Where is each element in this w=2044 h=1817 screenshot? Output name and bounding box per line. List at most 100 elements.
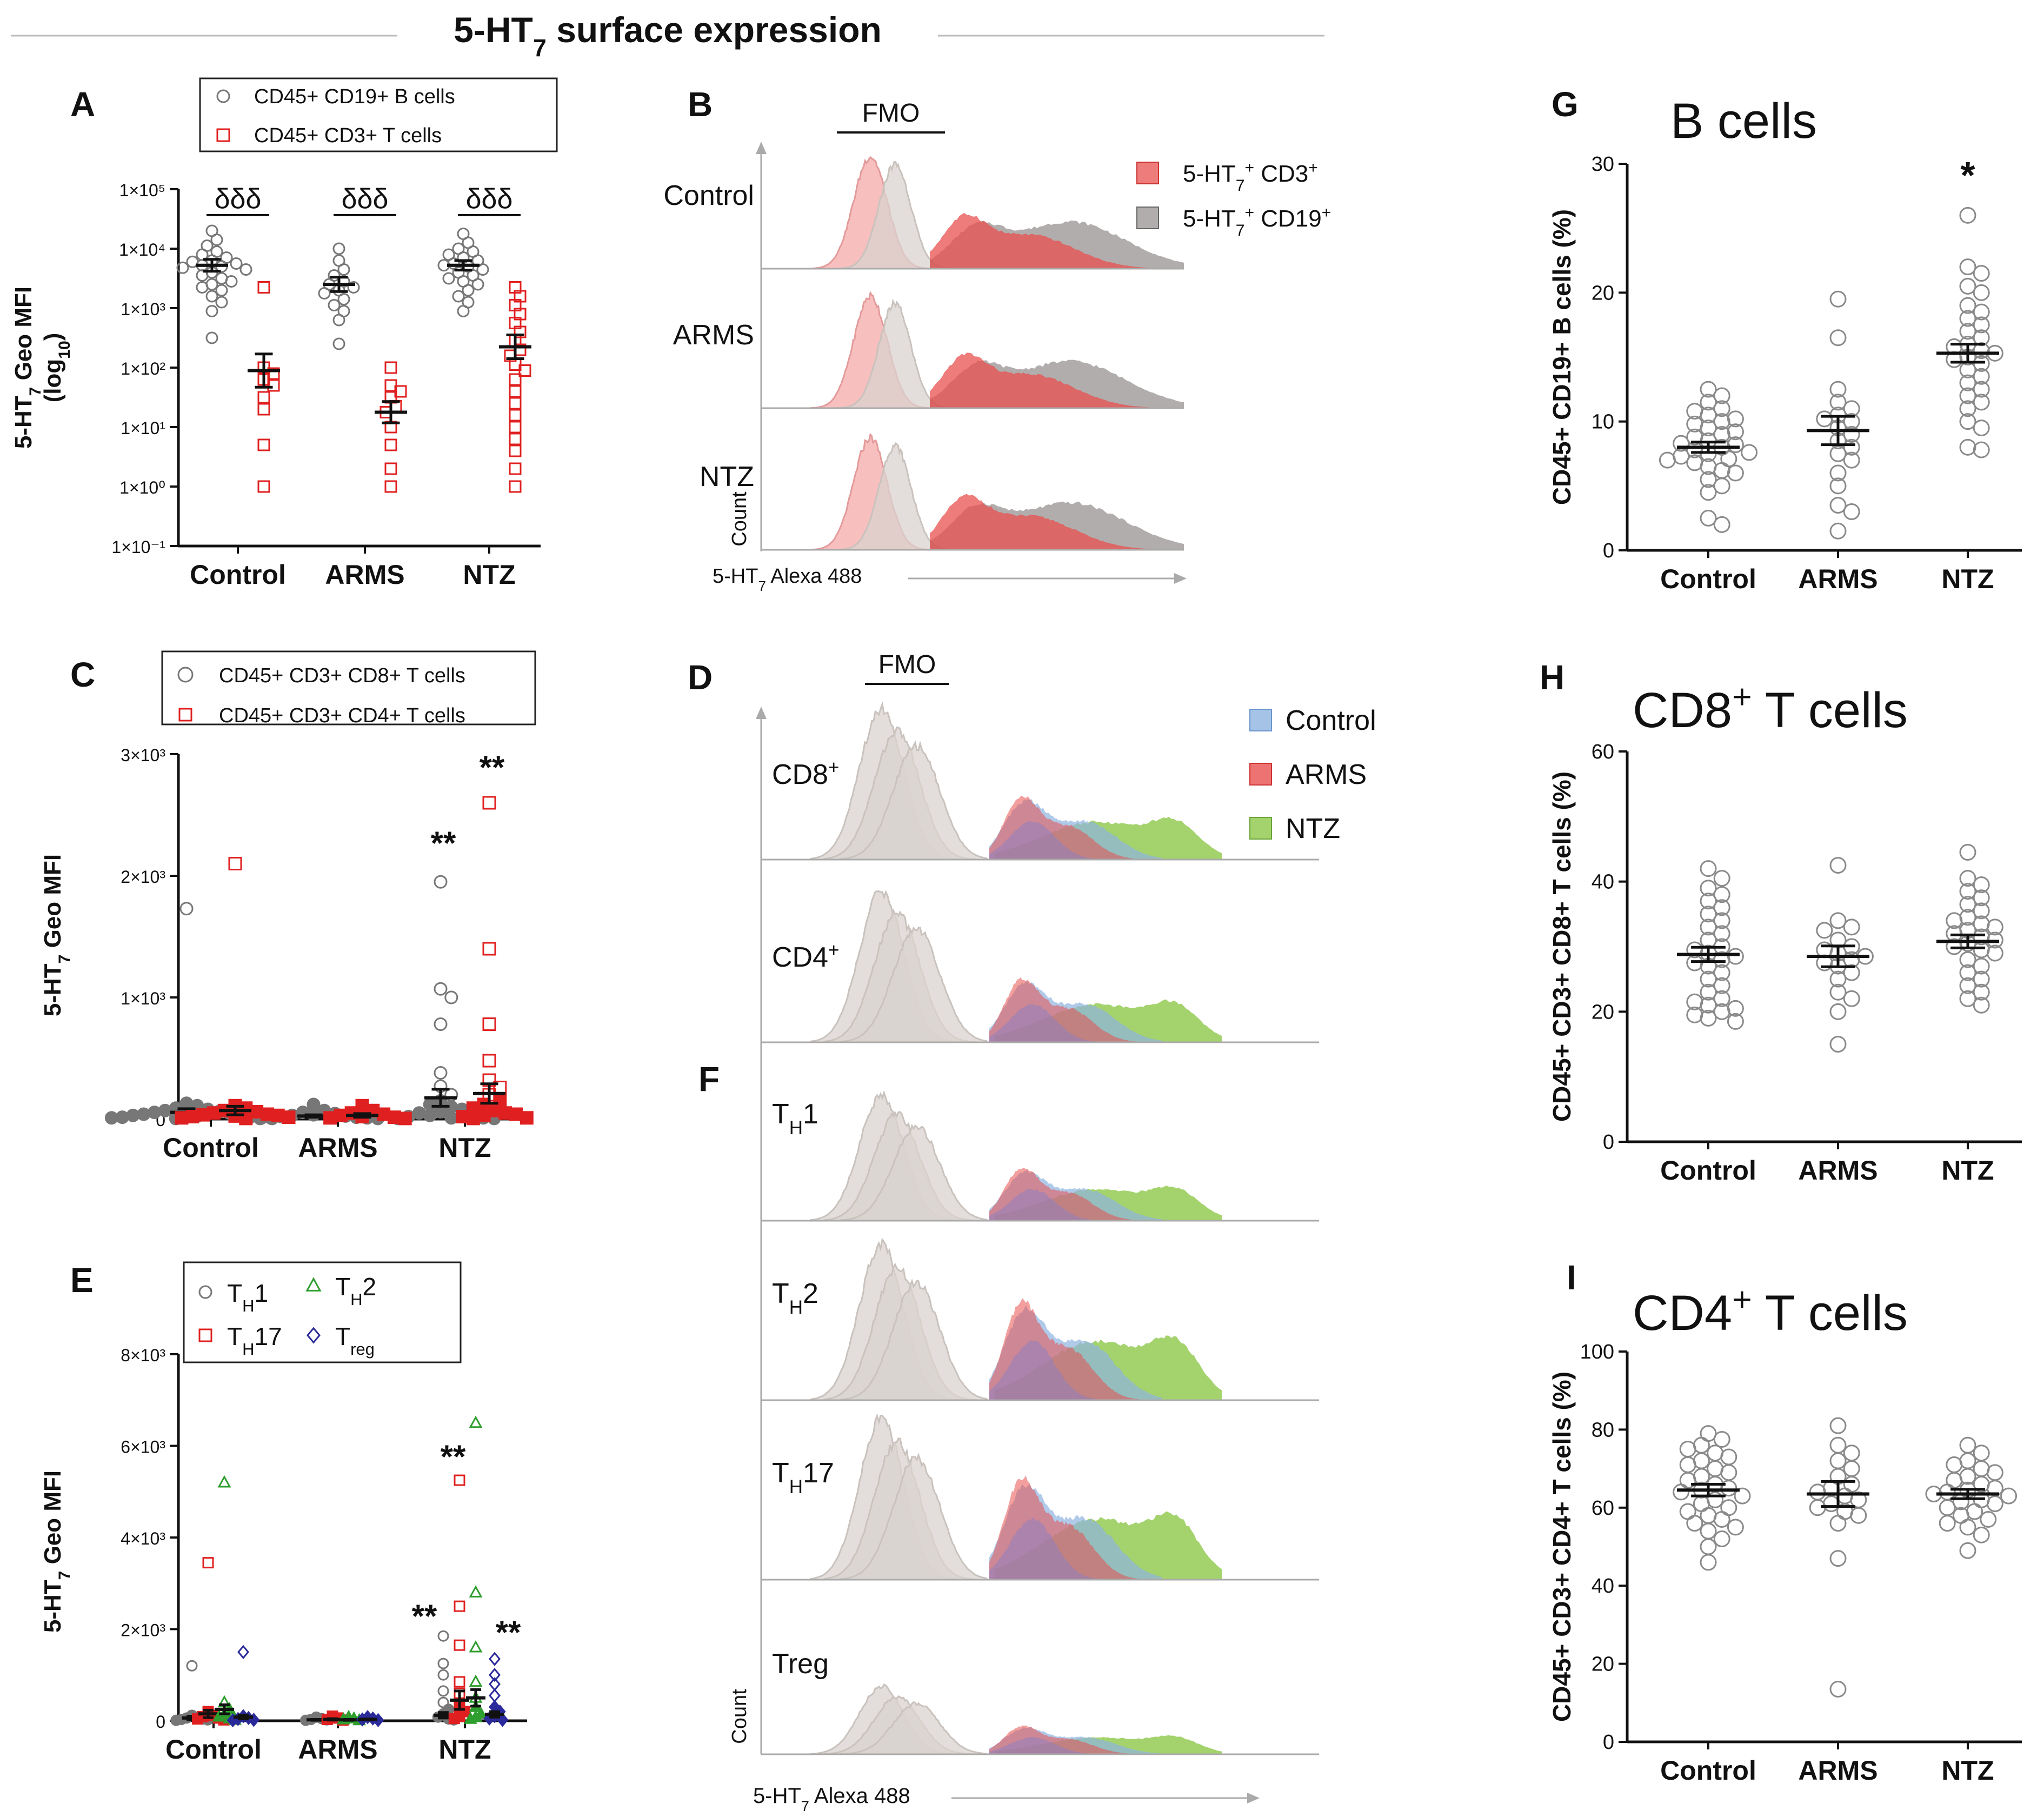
row-label: Treg <box>772 1648 829 1680</box>
legend-label-part: 7 <box>1236 177 1245 195</box>
legend-label-part: reg <box>350 1340 375 1359</box>
y-axis-title: (log10) <box>39 333 74 403</box>
data-point <box>1822 1495 1840 1513</box>
data-point <box>1829 1452 1847 1469</box>
data-point <box>1829 970 1847 988</box>
data-point <box>1679 1441 1696 1457</box>
y-tick-label: 40 <box>1592 1575 1614 1598</box>
data-point <box>282 1110 296 1124</box>
y-tick-label: 80 <box>1592 1419 1614 1441</box>
y-axis-title-part: Geo MFI <box>39 1470 66 1571</box>
panel-title-part: CD8 <box>1633 683 1732 738</box>
data-point <box>267 379 280 392</box>
data-point <box>1959 438 1976 456</box>
data-point <box>442 272 455 285</box>
data-point <box>1829 1515 1847 1532</box>
legend-marker <box>307 1327 321 1344</box>
row-label: NTZ <box>700 461 754 492</box>
x-tick-label: ARMS <box>298 1734 377 1765</box>
data-point <box>1727 423 1744 441</box>
data-point <box>210 234 223 246</box>
y-axis-title-part: 5-HT <box>39 1580 66 1633</box>
data-point <box>205 290 218 303</box>
data-point <box>1939 1515 1956 1532</box>
data-point <box>434 1066 448 1080</box>
data-point <box>1700 484 1717 501</box>
fmo-histogram <box>840 1279 988 1401</box>
data-point <box>1829 983 1847 1001</box>
cd3-histogram <box>930 352 1151 408</box>
x-tick-label: Control <box>1660 1755 1756 1786</box>
row-label-part: Treg <box>772 1648 829 1680</box>
data-point <box>384 462 397 475</box>
panel-title-part: T cells <box>1752 1286 1908 1341</box>
y-tick-label: 0 <box>156 1712 165 1732</box>
y-tick-label: 1×10¹ <box>121 418 165 438</box>
row-label-part: 1 <box>803 1099 818 1130</box>
data-point <box>1959 297 1976 314</box>
data-point <box>1843 451 1860 469</box>
data-point <box>520 1111 534 1125</box>
row-label-part: CD4 <box>772 942 828 973</box>
legend-label: 5-HT7+ CD3+ <box>1183 159 1318 195</box>
legend-label-part: H <box>242 1340 254 1359</box>
data-point <box>1843 438 1860 456</box>
panel-letter: H <box>1540 658 1564 697</box>
significance-label: δδδ <box>215 183 262 215</box>
data-point <box>1700 996 1717 1014</box>
y-axis-title-part: Geo MFI <box>10 287 37 387</box>
data-point <box>1973 996 1990 1014</box>
data-point <box>1713 387 1730 404</box>
data-point <box>1939 1499 1956 1516</box>
data-point <box>202 1557 214 1569</box>
data-point <box>1959 277 1976 295</box>
panel-title-part: + <box>1732 1281 1752 1319</box>
data-point <box>1713 990 1730 1007</box>
data-point <box>509 421 522 434</box>
data-point <box>1829 1036 1847 1053</box>
row-label: ARMS <box>673 320 754 351</box>
data-point <box>332 314 345 327</box>
y-tick-label: 2×10³ <box>121 867 165 887</box>
data-point <box>457 305 470 317</box>
data-point <box>1959 323 1976 340</box>
data-point <box>237 1645 249 1660</box>
data-point <box>482 1017 496 1031</box>
legend-label-part: + <box>1244 159 1254 177</box>
data-point <box>1973 957 1990 975</box>
data-point <box>1959 990 1976 1007</box>
data-point <box>1659 451 1676 469</box>
data-point <box>423 1108 437 1122</box>
data-point <box>509 444 522 457</box>
data-point <box>469 1640 483 1653</box>
x-tick-label: NTZ <box>1941 1155 1994 1186</box>
data-point <box>1966 1503 1983 1520</box>
data-point <box>230 257 243 270</box>
fmo-label: FMO <box>878 650 936 679</box>
y-axis-title-part: (log <box>39 359 66 403</box>
data-point <box>1713 964 1730 981</box>
data-point <box>463 1712 477 1724</box>
legend-label-part: T <box>335 1273 350 1301</box>
x-tick-label: NTZ <box>438 1133 491 1163</box>
x-tick-label: ARMS <box>1798 1155 1877 1186</box>
data-point <box>225 275 238 288</box>
data-point <box>384 438 397 451</box>
data-point <box>337 293 350 305</box>
data-point <box>1734 1487 1751 1505</box>
data-point <box>328 299 341 311</box>
panel-title: CD8+ T cells <box>1633 678 1908 738</box>
x-tick-label: NTZ <box>1941 1755 1994 1786</box>
y-tick-label: 3×10³ <box>121 746 165 765</box>
row-label-part: CD8 <box>772 759 828 790</box>
data-point <box>1973 1445 1990 1462</box>
data-point <box>1707 1491 1724 1508</box>
data-point <box>398 1112 412 1126</box>
cd3-histogram <box>930 494 1151 550</box>
row-label: TH17 <box>772 1457 834 1497</box>
data-point <box>1973 420 1990 437</box>
data-point <box>1829 381 1847 398</box>
y-tick-label: 1×10⁻¹ <box>111 537 165 557</box>
